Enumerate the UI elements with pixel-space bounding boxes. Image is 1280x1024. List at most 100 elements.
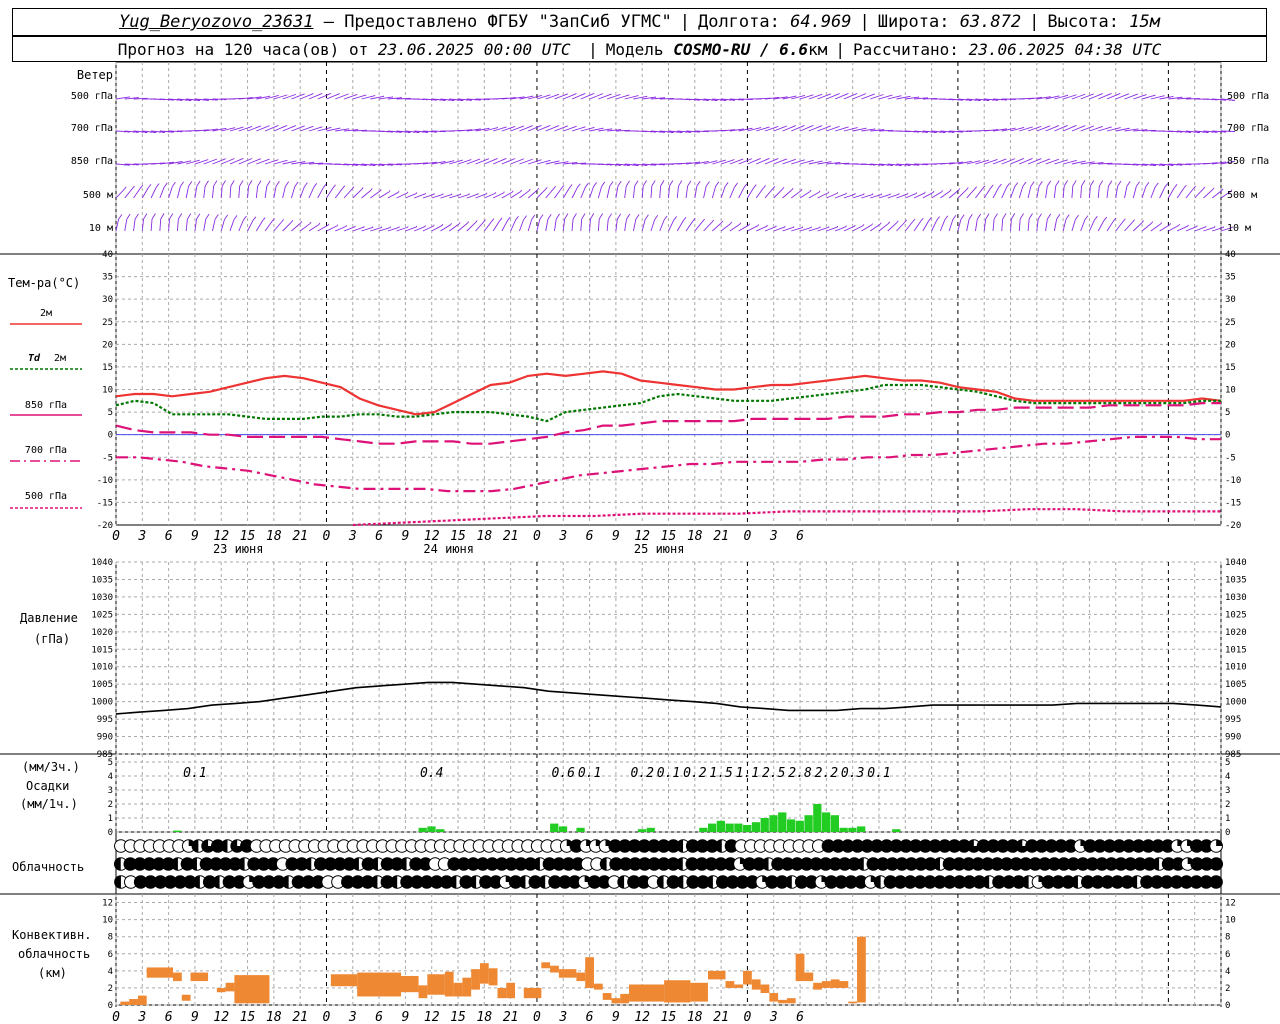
wind-barb (527, 214, 536, 232)
wind-barb (974, 213, 982, 232)
cloud-half (533, 857, 540, 871)
precip-3h-label: 0.6 (552, 766, 576, 781)
barb-staff (352, 189, 362, 199)
wind-barb (536, 214, 544, 232)
barb-staff (685, 186, 689, 199)
barb-staff (466, 222, 476, 232)
wind-barb (984, 98, 999, 101)
wind-barb (536, 94, 551, 100)
barb-staff (1089, 219, 1095, 232)
wind-barb (1001, 127, 1016, 132)
wind-barb (650, 97, 665, 100)
conv-x-tick: 0 (744, 1010, 752, 1024)
wind-barb (335, 225, 347, 232)
pressure-line (115, 681, 1222, 715)
wind-barb (659, 180, 665, 199)
wind-barb (1168, 130, 1183, 133)
temp-x-tick: 3 (558, 529, 567, 544)
barb-staff (659, 185, 662, 199)
barb-feather (607, 213, 613, 220)
wind-barb (817, 125, 832, 132)
pressure-tick-left: 1020 (91, 628, 113, 638)
precip-bar (821, 812, 831, 832)
conv-bar (137, 995, 147, 1005)
cloud-symbol (533, 857, 547, 871)
wind-barb (1220, 98, 1235, 102)
barb-staff (308, 162, 323, 165)
longitude-label: Долгота: (697, 12, 780, 32)
wind-barb (545, 160, 560, 165)
barb-staff (1089, 162, 1104, 165)
wind-barb (115, 96, 130, 100)
barb-staff (992, 187, 1000, 199)
conv-bar (330, 974, 358, 987)
wind-barb (756, 224, 768, 232)
barb-staff (176, 186, 181, 199)
wind-barb (1062, 214, 1070, 232)
wind-barb (1211, 188, 1224, 199)
wind-barb (729, 182, 738, 199)
conv-bar (743, 970, 752, 985)
barb-feather (147, 184, 152, 188)
wind-barb (712, 159, 726, 165)
cloud-half (1022, 875, 1029, 889)
wind-barb (694, 98, 709, 101)
conv-bar (444, 971, 454, 997)
barb-staff (510, 158, 524, 165)
conv-bar (181, 994, 191, 1001)
wind-barb (808, 125, 823, 132)
conv-tick-right: 10 (1225, 916, 1236, 926)
barb-staff (703, 221, 713, 232)
barb-staff (940, 190, 951, 199)
barb-staff (615, 129, 630, 132)
barb-staff (992, 128, 1007, 132)
wind-barb (1036, 213, 1042, 232)
conv-bar (418, 985, 428, 999)
barb-staff (659, 130, 674, 133)
wind-barb (887, 163, 902, 167)
barb-staff (650, 97, 665, 100)
barb-staff (782, 158, 796, 165)
barb-staff (834, 93, 849, 100)
wind-barb (677, 130, 692, 133)
barb-staff (808, 226, 821, 232)
barb-feather (1028, 213, 1033, 220)
barb-staff (238, 185, 241, 199)
barb-staff (1176, 225, 1189, 232)
wind-barb (440, 160, 455, 165)
barb-feather (188, 181, 193, 187)
barb-staff (519, 190, 530, 199)
barb-staff (177, 160, 192, 165)
wind-barb (440, 193, 453, 199)
barb-feather (213, 180, 218, 187)
barb-staff (545, 93, 560, 100)
barb-staff (826, 125, 840, 132)
wind-barb (1203, 162, 1218, 165)
barb-staff (343, 188, 353, 199)
wind-barb (607, 163, 622, 166)
barb-staff (255, 186, 259, 199)
temp-x-tick: 12 (424, 529, 440, 544)
day-label: 25 июня (634, 542, 685, 556)
wind-barb (1010, 157, 1025, 165)
wind-barb (843, 193, 856, 199)
barb-staff (492, 158, 507, 165)
barb-feather (1072, 180, 1077, 187)
conv-tick-left: 12 (102, 899, 113, 909)
barb-staff (808, 160, 823, 165)
temp-tick-left: 15 (102, 363, 113, 373)
pressure-tick-left: 1025 (91, 610, 113, 620)
wind-barb (1194, 130, 1209, 134)
barb-feather (131, 185, 135, 189)
conv-x-tick: 15 (450, 1010, 466, 1024)
wind-barb (1132, 220, 1145, 232)
wind-barb (1089, 125, 1104, 132)
barb-staff (124, 219, 128, 232)
barb-staff (983, 219, 987, 232)
wind-barb (580, 182, 589, 199)
barb-staff (414, 193, 426, 199)
barb-staff (536, 189, 546, 199)
barb-staff (247, 158, 261, 165)
barb-staff (764, 226, 777, 232)
model-unit: км (808, 39, 828, 59)
